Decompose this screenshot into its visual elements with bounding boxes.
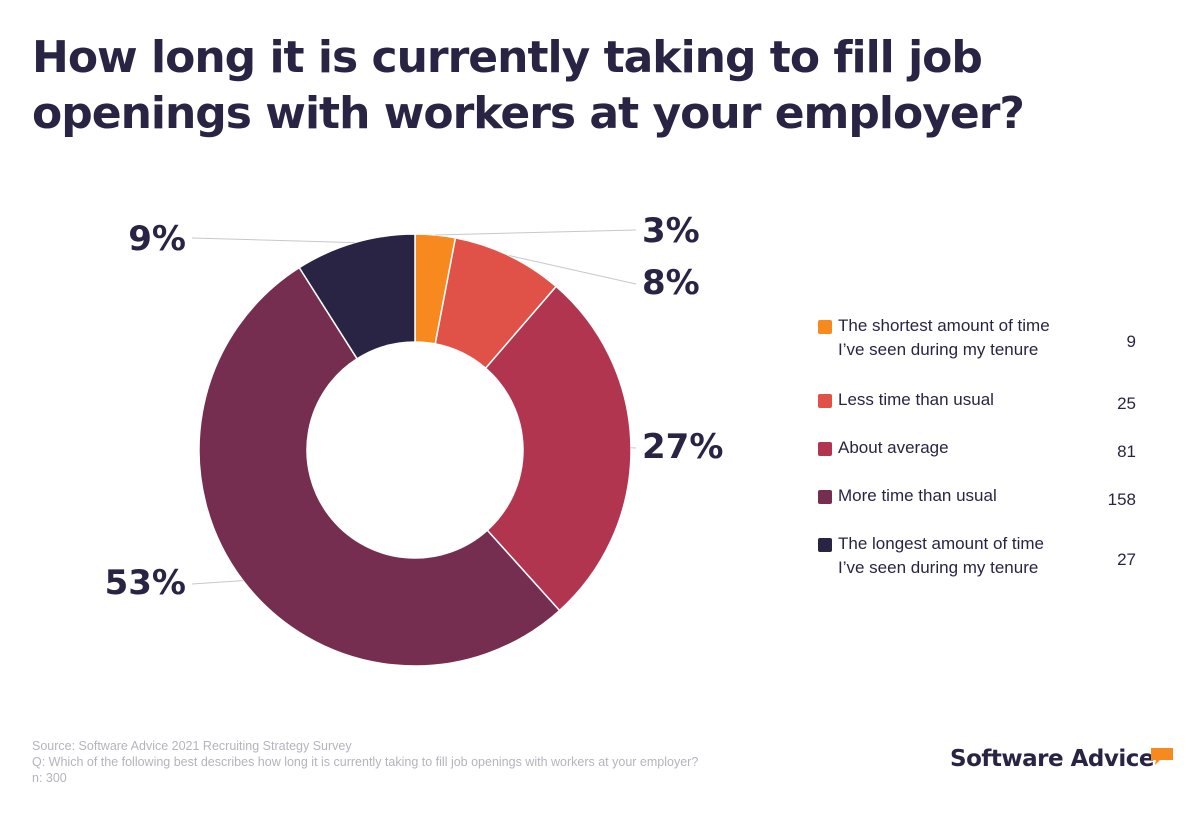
leader-line xyxy=(191,237,355,244)
chart-title: How long it is currently taking to fill … xyxy=(32,32,1025,139)
legend-label: The longest amount of time I’ve seen duri… xyxy=(838,534,1045,577)
legend-count: 81 xyxy=(1117,442,1136,461)
legend-label: The shortest amount of time I’ve seen dur… xyxy=(838,316,1050,359)
question-note: Q: Which of the following best describes… xyxy=(32,755,699,769)
source-note: Source: Software Advice 2021 Recruiting … xyxy=(32,739,352,753)
sample-size: n: 300 xyxy=(32,771,67,785)
donut-slice xyxy=(484,285,632,612)
legend-swatch xyxy=(818,394,832,408)
percent-label: 53% xyxy=(105,563,186,603)
legend-count: 27 xyxy=(1117,550,1136,569)
legend-label: Less time than usual xyxy=(838,390,994,409)
legend-swatch xyxy=(818,442,832,456)
legend-swatch xyxy=(818,320,832,334)
legend-count: 9 xyxy=(1126,332,1136,351)
percent-label: 27% xyxy=(642,427,723,467)
legend-count: 25 xyxy=(1117,394,1136,413)
percent-label: 8% xyxy=(642,263,700,303)
leader-line xyxy=(191,580,243,585)
donut-slice xyxy=(298,233,416,360)
brand-logo: Software Advice xyxy=(950,746,1154,772)
speech-bubble-icon xyxy=(1151,748,1173,765)
leader-line xyxy=(435,229,637,236)
percent-label: 9% xyxy=(128,219,186,259)
leader-line xyxy=(508,255,637,285)
legend-count: 158 xyxy=(1107,490,1136,509)
legend-label: More time than usual xyxy=(838,486,997,505)
legend-swatch xyxy=(818,538,832,552)
legend-swatch xyxy=(818,490,832,504)
legend-label: About average xyxy=(838,438,949,457)
chart-footer: Source: Software Advice 2021 Recruiting … xyxy=(32,738,852,786)
donut-chart: 3% 8% 27% 53% 9% xyxy=(105,211,723,667)
percent-label: 3% xyxy=(642,211,700,251)
donut-slice xyxy=(198,266,561,667)
